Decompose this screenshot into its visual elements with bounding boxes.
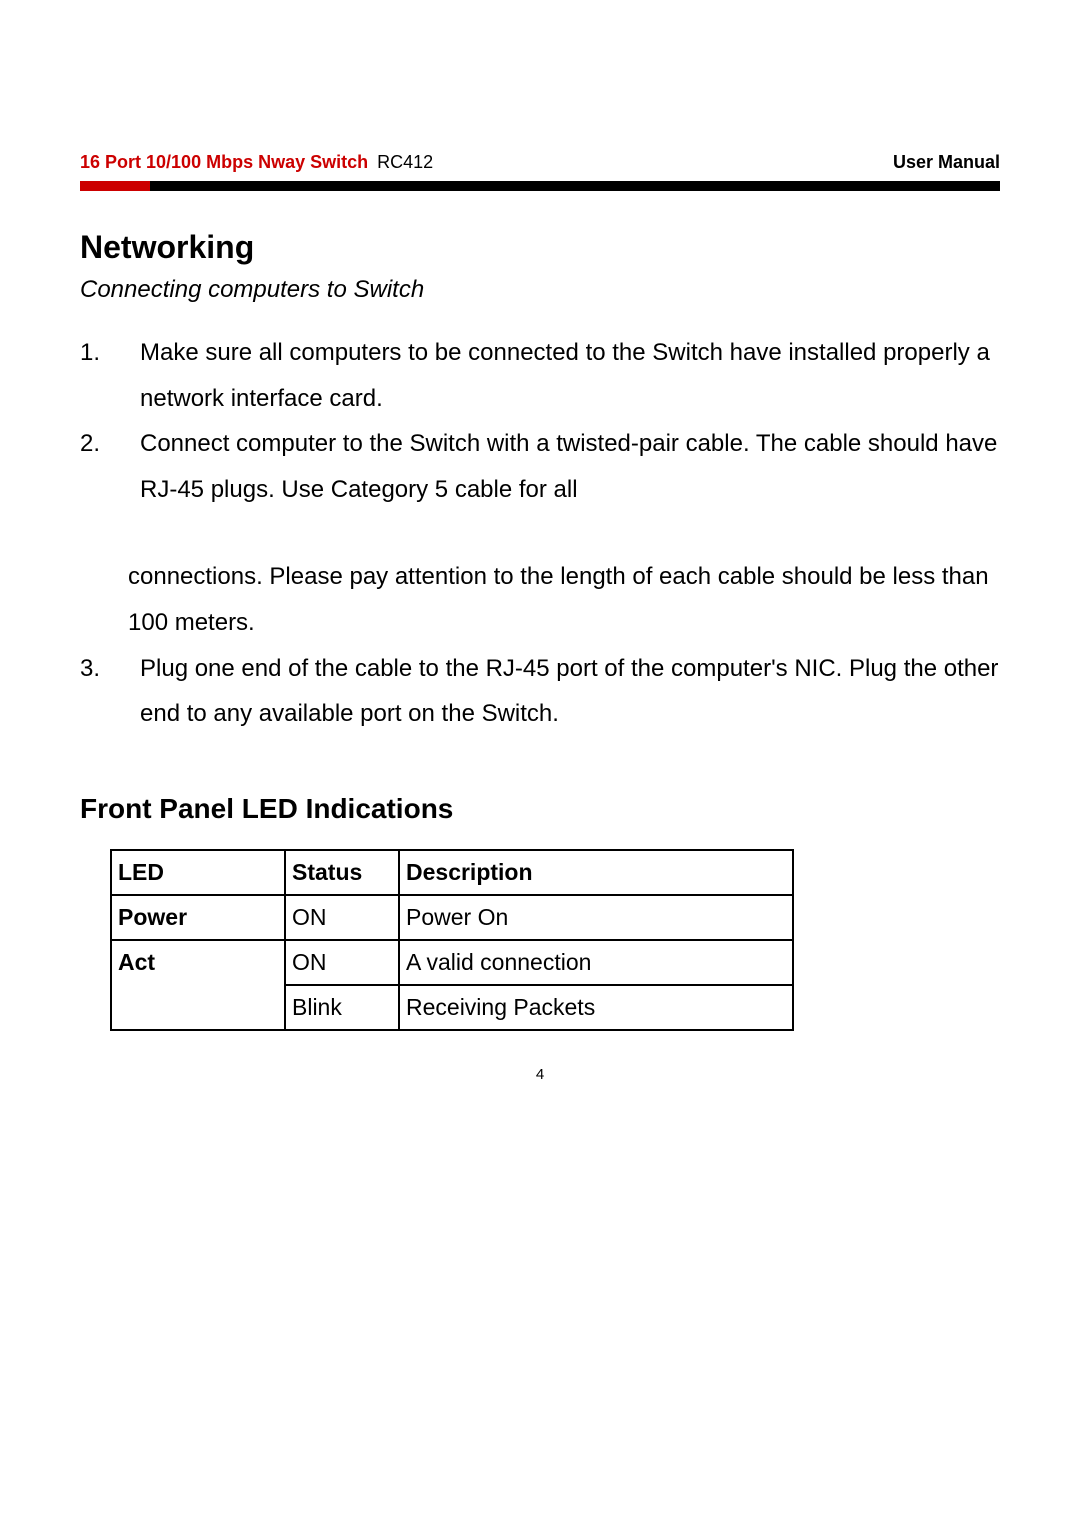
section-networking-title: Networking: [80, 229, 1000, 266]
cell-desc: A valid connection: [399, 940, 793, 985]
list-text: Plug one end of the cable to the RJ-45 p…: [140, 646, 1000, 737]
product-name: 16 Port 10/100 Mbps Nway Switch: [80, 152, 368, 172]
header-rule: [80, 181, 1000, 191]
list-gap: [80, 512, 1000, 554]
cell-led: Power: [111, 895, 285, 940]
table-row: Act ON A valid connection: [111, 940, 793, 985]
table-header-led: LED: [111, 850, 285, 895]
table-row: Power ON Power On: [111, 895, 793, 940]
header-rule-black: [150, 181, 1000, 191]
cell-desc: Power On: [399, 895, 793, 940]
header-left: 16 Port 10/100 Mbps Nway Switch RC412: [80, 152, 433, 173]
list-text: connections. Please pay attention to the…: [128, 554, 1000, 645]
table-header-row: LED Status Description: [111, 850, 793, 895]
table-header-status: Status: [285, 850, 399, 895]
list-text: Connect computer to the Switch with a tw…: [140, 421, 1000, 512]
cell-status: Blink: [285, 985, 399, 1030]
table-header-desc: Description: [399, 850, 793, 895]
list-text: Make sure all computers to be connected …: [140, 330, 1000, 421]
list-number: 3.: [80, 646, 140, 737]
list-item: 3. Plug one end of the cable to the RJ-4…: [80, 646, 1000, 737]
section-networking-subtitle: Connecting computers to Switch: [80, 276, 1000, 304]
section-led-title: Front Panel LED Indications: [80, 793, 1000, 825]
cell-desc: Receiving Packets: [399, 985, 793, 1030]
cell-led: Act: [111, 940, 285, 1030]
document-page: 16 Port 10/100 Mbps Nway Switch RC412 Us…: [0, 0, 1080, 1523]
list-number: 1.: [80, 330, 140, 421]
page-number: 4: [0, 1066, 1080, 1083]
header-right: User Manual: [893, 152, 1000, 173]
product-model: RC412: [377, 152, 433, 172]
instruction-list: 1. Make sure all computers to be connect…: [80, 330, 1000, 737]
page-header: 16 Port 10/100 Mbps Nway Switch RC412 Us…: [80, 0, 1000, 173]
list-item: 1. Make sure all computers to be connect…: [80, 330, 1000, 421]
cell-status: ON: [285, 940, 399, 985]
cell-status: ON: [285, 895, 399, 940]
list-number: 2.: [80, 421, 140, 512]
header-rule-red: [80, 181, 150, 191]
list-item: 2. Connect computer to the Switch with a…: [80, 421, 1000, 512]
led-table: LED Status Description Power ON Power On…: [110, 849, 794, 1031]
list-item-continuation: connections. Please pay attention to the…: [128, 554, 1000, 645]
